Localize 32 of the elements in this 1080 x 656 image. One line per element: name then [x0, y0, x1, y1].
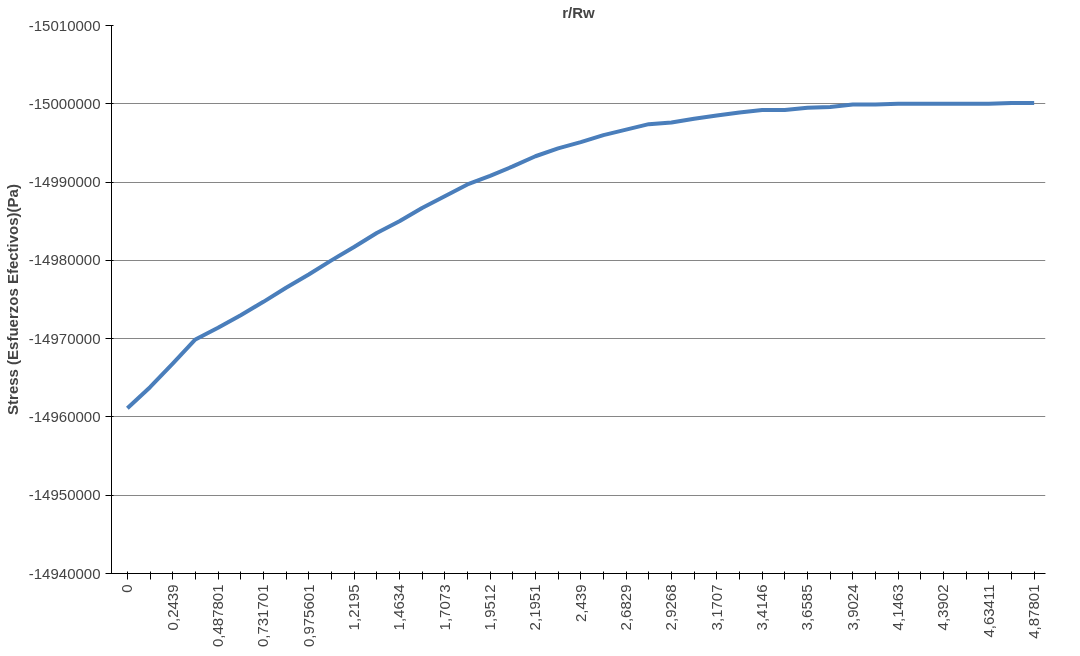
x-tick-label: 1,9512: [481, 584, 499, 631]
x-tick-label: 2,1951: [526, 584, 544, 631]
y-tick-label: -14980000: [28, 251, 101, 269]
y-tick-label: -14950000: [28, 486, 101, 504]
y-tick-label: -14940000: [28, 564, 101, 582]
x-tick-label: 1,7073: [435, 584, 453, 631]
x-axis-title: r/Rw: [562, 3, 596, 21]
x-tick-label: 3,9024: [843, 584, 861, 631]
x-tick-label: 2,6829: [617, 584, 635, 631]
line-series: [125, 101, 1037, 411]
x-tick-label: 2,439: [571, 584, 589, 623]
x-tick-label: 3,1707: [707, 584, 725, 631]
x-tick-label: 4,87801: [1025, 584, 1043, 639]
x-tick-label: 0,2439: [163, 584, 181, 631]
x-tick-label: 0,731701: [254, 584, 272, 648]
x-tick-label: 3,6585: [798, 584, 816, 631]
x-tick-label: 4,63411: [979, 584, 997, 638]
y-tick-label: -14970000: [28, 329, 101, 347]
x-tick-label: 2,9268: [662, 584, 680, 631]
y-tick-label: -15000000: [28, 94, 101, 112]
x-tick-label: 4,1463: [889, 584, 907, 631]
y-tick-label: -14990000: [28, 173, 101, 191]
x-tick-label: 0,975601: [299, 584, 317, 648]
x-tick-label: 4,3902: [934, 584, 952, 631]
x-tick-label: 3,4146: [753, 584, 771, 631]
y-tick-label: -14960000: [28, 407, 101, 425]
x-tick-label: 1,4634: [390, 584, 408, 631]
y-tick-label: -15010000: [28, 16, 101, 34]
x-tick-label: 0,487801: [209, 584, 227, 648]
x-tick-label: 0: [118, 584, 136, 593]
y-axis-title: Stress (Esfuerzos Efectivos)(Pa): [3, 184, 21, 415]
x-tick-label: 1,2195: [345, 584, 363, 631]
